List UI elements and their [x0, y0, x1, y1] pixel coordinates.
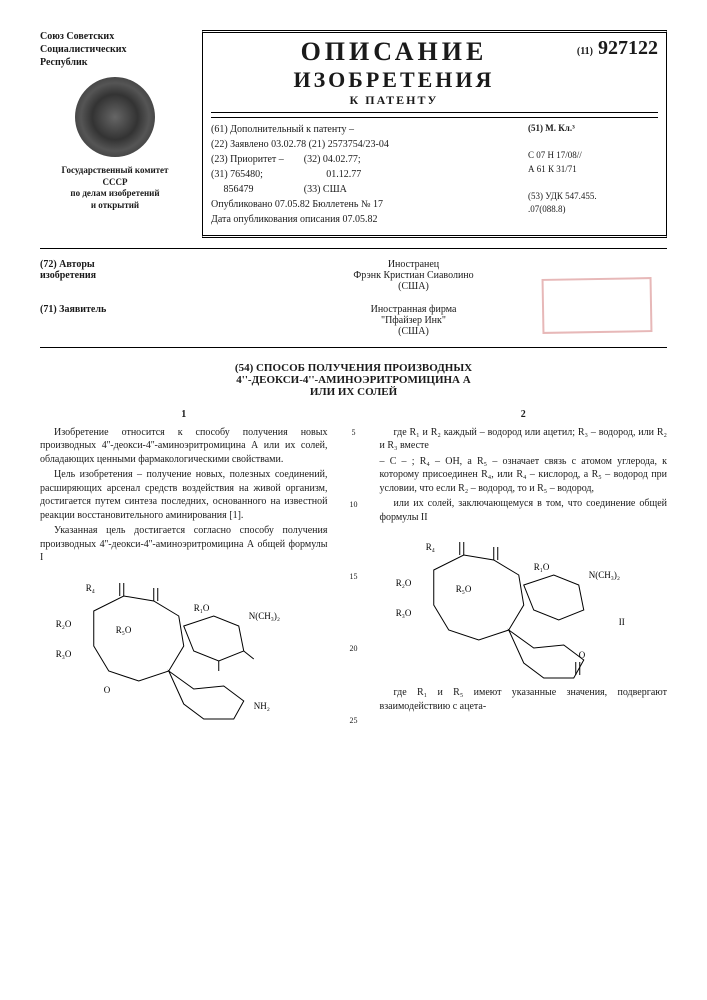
field-published: Опубликовано 07.05.82 Бюллетень № 17 [211, 197, 528, 212]
title-block: ОПИСАНИЕ ИЗОБРЕТЕНИЯ К ПАТЕНТУ (11) 9271… [202, 30, 667, 238]
chemical-structure-2: R₄ R₂O R₃O R₅O R₁O N(CH₃)₂ II O CH₃ [380, 530, 668, 680]
label-R1O: R₁O [533, 562, 549, 572]
class-2: А 61 К 31/71 [528, 163, 658, 177]
label-R2O: R₂O [56, 619, 72, 629]
field-22: (22) Заявлено 03.02.78 (21) 2573754/23-0… [211, 137, 528, 152]
pub-number: 927122 [598, 37, 658, 59]
pub-code: (11) [577, 46, 593, 57]
pub-line: Социалистических [40, 44, 126, 55]
label-R4: R₄ [425, 542, 434, 552]
label-R5O: R₅O [116, 625, 132, 635]
field-51: (51) М. Кл.³ [528, 122, 658, 136]
field-pubdate: Дата опубликования описания 07.05.82 [211, 212, 528, 227]
committee-line: СССР [103, 177, 128, 187]
field-23: (23) Приоритет – [211, 152, 284, 167]
body-para: – С – ; R₄ – ОН, а R₅ – означает связь с… [380, 455, 668, 496]
label-R3O: R₃O [395, 608, 411, 618]
stamp-overlay [542, 277, 653, 334]
body-para: Цель изобретения – получение новых, поле… [40, 468, 328, 522]
title-patent: К ПАТЕНТУ [211, 93, 577, 108]
body-para: где R₁ и R₅ имеют указанные значения, по… [380, 686, 668, 713]
col1-number: 1 [40, 408, 328, 422]
state-emblem [75, 77, 155, 157]
field-61: (61) Дополнительный к патенту – [211, 122, 528, 137]
body-para: или их солей, заключающемуся в том, что … [380, 497, 668, 524]
line-num: 10 [346, 500, 362, 511]
class-1: С 07 Н 17/08// [528, 149, 658, 163]
title-main: ОПИСАНИЕ [211, 37, 577, 67]
label-NH2: NH₂ [254, 701, 270, 711]
label-NCH32: N(CH₃)₂ [249, 611, 280, 621]
divider [211, 112, 658, 113]
divider [40, 248, 667, 249]
label-R5O: R₅O [455, 584, 471, 594]
label-R1O: R₁O [194, 603, 210, 613]
label-R2O: R₂O [395, 578, 411, 588]
label-NCH32: N(CH₃)₂ [588, 570, 619, 580]
chemical-structure-1: R₄ R₂O R₃O R₅O R₁O N(CH₃)₂ NH₂ CH₃ O [40, 571, 328, 721]
pub-line: Республик [40, 57, 88, 68]
document-header: Союз Советских Социалистических Республи… [40, 30, 667, 238]
field-31: (31) 765480; 856479 [211, 167, 284, 197]
field-72-label: (72) Авторы изобретения [40, 259, 160, 292]
pub-line: Союз Советских [40, 31, 114, 42]
column-2: 2 где R₁ и R₂ каждый – водород или ацети… [380, 408, 668, 727]
label-O: O [578, 650, 585, 660]
body-para: Указанная цель достигается согласно спос… [40, 524, 328, 565]
body-para: где R₁ и R₂ каждый – водород или ацетил;… [380, 426, 668, 453]
title-sub: ИЗОБРЕТЕНИЯ [211, 67, 577, 93]
metadata-block: (61) Дополнительный к патенту – (22) Зая… [211, 117, 658, 231]
committee-line: по делам изобретений [70, 188, 159, 198]
col2-number: 2 [380, 408, 668, 422]
column-1: 1 Изобретение относится к способу получе… [40, 408, 328, 727]
line-num: 5 [346, 428, 362, 439]
label-O: O [104, 685, 111, 695]
field-71-label: (71) Заявитель [40, 304, 160, 337]
field-33: (33) США [304, 182, 362, 197]
committee-name: Государственный комитет СССР по делам из… [40, 165, 190, 212]
line-num: 25 [346, 716, 362, 727]
publisher-name: Союз Советских Социалистических Республи… [40, 30, 190, 69]
line-num: 15 [346, 572, 362, 583]
line-number-gutter: 5 10 15 20 25 [346, 408, 362, 727]
divider [40, 347, 667, 348]
field-32: (32) 04.02.77; 01.12.77 [304, 152, 362, 182]
body-text: 1 Изобретение относится к способу получе… [40, 408, 667, 727]
label-R4: R₄ [86, 583, 95, 593]
publisher-block: Союз Советских Социалистических Республи… [40, 30, 190, 238]
committee-line: Государственный комитет [62, 165, 169, 175]
committee-line: и открытий [91, 200, 139, 210]
body-para: Изобретение относится к способу получени… [40, 426, 328, 467]
field-53: (53) УДК 547.455. .07(088.8) [528, 190, 658, 217]
line-num: 20 [346, 644, 362, 655]
publication-number: (11) 927122 [577, 37, 658, 60]
label-formula2: II [618, 617, 624, 627]
label-R3O: R₃O [56, 649, 72, 659]
invention-title: (54) СПОСОБ ПОЛУЧЕНИЯ ПРОИЗВОДНЫХ 4''-ДЕ… [40, 362, 667, 398]
